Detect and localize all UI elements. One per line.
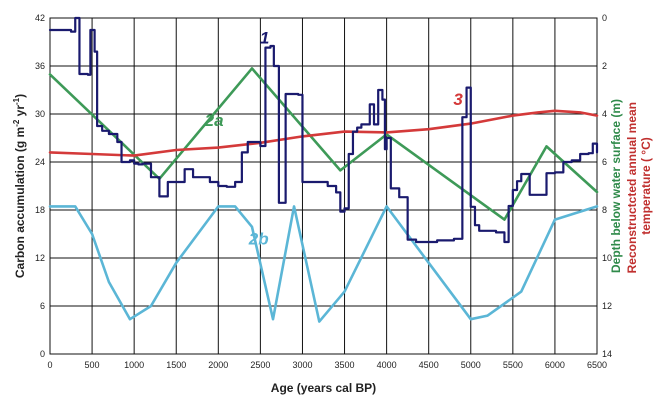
y-axis-right-depth-title: Depth below water surface (m) bbox=[609, 99, 623, 273]
y-axis-right-temperature-title-line2: temperature ( °C) bbox=[639, 137, 653, 234]
x-tick-label: 1500 bbox=[166, 360, 186, 370]
series-label-2b: 2b bbox=[248, 229, 269, 248]
y-axis-left-title-part: Carbon accumulation (g m bbox=[13, 127, 27, 278]
y-right-tick-label: 8 bbox=[602, 205, 607, 215]
x-tick-label: 2500 bbox=[250, 360, 270, 370]
series-line-1 bbox=[48, 16, 599, 244]
x-tick-label: 5000 bbox=[461, 360, 481, 370]
series-line-3 bbox=[48, 109, 599, 157]
y-axis-right-temperature-title: Reconstructcted annual mean temperature … bbox=[625, 99, 653, 274]
y-axis-right-temperature-title-line1: Reconstructcted annual mean bbox=[625, 102, 639, 273]
y-right-tick-label: 12 bbox=[602, 301, 612, 311]
y-right-tick-label: 14 bbox=[602, 349, 612, 359]
y-left-tick-label: 24 bbox=[35, 157, 45, 167]
x-tick-label: 3000 bbox=[292, 360, 312, 370]
series-label-2a: 2a bbox=[204, 111, 224, 130]
y-left-tick-label: 18 bbox=[35, 205, 45, 215]
x-tick-label: 1000 bbox=[124, 360, 144, 370]
y-left-tick-label: 12 bbox=[35, 253, 45, 263]
y-right-tick-label: 4 bbox=[602, 109, 607, 119]
x-tick-label: 0 bbox=[47, 360, 52, 370]
y-axis-left-title-superscript: -2 bbox=[12, 119, 21, 127]
y-right-tick-label: 2 bbox=[602, 61, 607, 71]
x-tick-label: 6500 bbox=[587, 360, 607, 370]
y-left-tick-label: 6 bbox=[40, 301, 45, 311]
x-tick-label: 2000 bbox=[208, 360, 228, 370]
x-tick-label: 4000 bbox=[377, 360, 397, 370]
y-left-tick-label: 30 bbox=[35, 109, 45, 119]
x-tick-label: 6000 bbox=[545, 360, 565, 370]
x-tick-label: 3500 bbox=[335, 360, 355, 370]
series-label-3: 3 bbox=[453, 90, 463, 109]
y-right-tick-label: 6 bbox=[602, 157, 607, 167]
x-tick-label: 5500 bbox=[503, 360, 523, 370]
tick-labels: 0 500 1000 1500 2000 2500 3000 3500 4000 4500 5000… bbox=[35, 13, 612, 370]
x-axis-title: Age (years cal BP) bbox=[271, 381, 376, 395]
series-labels: 2b 2a 3 1 bbox=[204, 29, 464, 249]
series-line-2b bbox=[48, 205, 599, 323]
x-tick-label: 500 bbox=[85, 360, 100, 370]
y-axis-left-title-part: yr bbox=[13, 105, 27, 120]
series-layer bbox=[48, 16, 599, 323]
y-left-tick-label: 36 bbox=[35, 61, 45, 71]
series-line-2a bbox=[48, 67, 599, 221]
y-axis-left-title: Carbon accumulation (g m-2 yr-1) bbox=[12, 94, 27, 278]
y-left-tick-label: 42 bbox=[35, 13, 45, 23]
y-left-tick-label: 0 bbox=[40, 349, 45, 359]
series-label-1: 1 bbox=[260, 29, 269, 48]
x-tick-label: 4500 bbox=[419, 360, 439, 370]
y-right-tick-label: 10 bbox=[602, 253, 612, 263]
y-axis-left-title-part: ) bbox=[13, 94, 27, 98]
y-right-tick-label: 0 bbox=[602, 13, 607, 23]
y-axis-left-title-superscript: -1 bbox=[12, 97, 21, 105]
plot-area bbox=[49, 17, 598, 355]
